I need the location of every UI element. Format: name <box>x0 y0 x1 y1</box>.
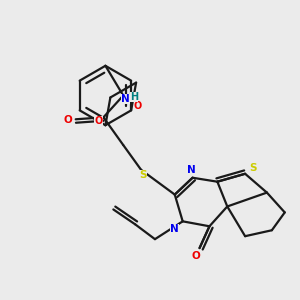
Text: N: N <box>187 165 196 175</box>
Text: O: O <box>191 251 200 261</box>
Text: S: S <box>249 163 257 173</box>
Text: S: S <box>139 170 147 180</box>
Text: H: H <box>130 92 138 101</box>
Text: N: N <box>121 94 130 104</box>
Text: N: N <box>170 224 179 234</box>
Text: O: O <box>134 101 142 111</box>
Text: O: O <box>94 116 103 126</box>
Text: O: O <box>63 115 72 125</box>
